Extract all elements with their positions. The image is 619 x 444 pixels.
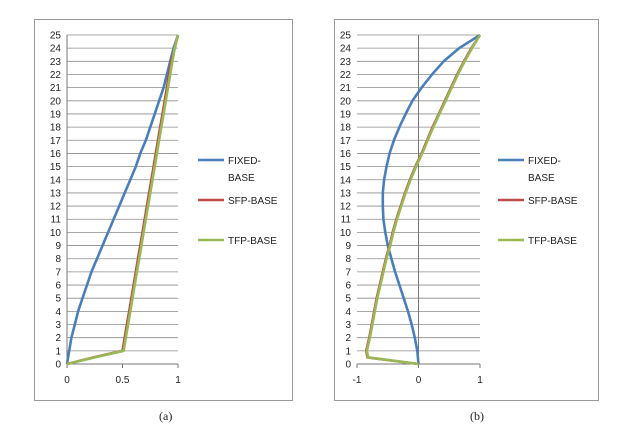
y-tick-label-b: 17 [340,136,352,147]
y-tick-label-b: 15 [340,162,352,173]
y-tick-label-a: 24 [50,44,62,55]
y-tick-label-b: 21 [340,83,352,94]
y-tick-label-b: 8 [345,254,351,265]
y-tick-label-b: 19 [340,109,352,120]
legend-label-sfp-base: SFP-BASE [228,196,278,207]
y-tick-label-b: 9 [345,241,351,252]
y-tick-label-a: 4 [55,307,61,318]
y-tick-label-b: 24 [340,44,352,55]
y-tick-label-a: 0 [55,360,61,371]
caption-b: (b) [470,409,484,423]
x-tick-label-b: 1 [477,375,483,386]
y-tick-label-b: 1 [345,346,351,357]
x-tick-label-b: -1 [353,375,362,386]
y-tick-label-b: 20 [340,96,352,107]
y-tick-label-a: 3 [55,320,61,331]
y-tick-label-b: 14 [340,175,352,186]
y-tick-label-b: 7 [345,267,351,278]
y-tick-label-b: 4 [345,307,351,318]
y-tick-label-b: 11 [341,215,352,226]
y-tick-label-b: 13 [340,188,352,199]
legend-label-sfp-base: SFP-BASE [528,196,578,207]
y-tick-label-a: 12 [50,202,62,213]
y-tick-label-a: 19 [50,109,62,120]
y-tick-label-a: 16 [50,149,62,160]
caption-a: (a) [159,409,173,423]
y-tick-label-a: 25 [50,31,62,42]
y-tick-label-a: 9 [55,241,61,252]
y-tick-label-a: 18 [50,123,62,134]
x-tick-label-a: 0 [64,375,70,386]
y-tick-label-a: 15 [50,162,62,173]
y-tick-label-b: 22 [340,70,352,81]
y-tick-label-b: 25 [340,31,352,42]
y-tick-label-b: 2 [345,333,351,344]
y-tick-label-a: 2 [55,333,61,344]
series-line-fixed-base [65,34,180,365]
y-tick-label-a: 23 [50,57,62,68]
series-line-tfp-base [66,34,180,366]
x-tick-label-b: 0 [416,375,422,386]
y-tick-label-b: 10 [340,228,352,239]
y-tick-label-a: 1 [55,346,61,357]
y-tick-label-a: 7 [55,267,61,278]
y-tick-label-a: 17 [50,136,62,147]
legend-label-fixed-base: FIXED- [528,156,561,167]
y-tick-label-a: 8 [55,254,61,265]
y-tick-label-b: 12 [340,202,352,213]
x-tick-label-a: 0.5 [116,375,130,386]
y-tick-label-b: 18 [340,123,352,134]
y-tick-label-b: 5 [345,294,351,305]
legend-label-tfp-base: TFP-BASE [228,236,277,247]
legend-label-fixed-base: BASE [528,173,555,184]
y-tick-label-b: 6 [345,281,351,292]
y-tick-label-b: 23 [340,57,352,68]
y-tick-label-a: 6 [55,281,61,292]
legend-label-fixed-base: BASE [228,173,255,184]
y-tick-label-a: 14 [50,175,62,186]
y-tick-label-a: 5 [55,294,61,305]
legend-label-tfp-base: TFP-BASE [528,236,577,247]
legend-label-fixed-base: FIXED- [228,156,261,167]
y-tick-label-a: 20 [50,96,62,107]
y-tick-label-b: 3 [345,320,351,331]
x-tick-label-a: 1 [175,375,181,386]
series-line-tfp-base [365,34,482,366]
y-tick-label-a: 13 [50,188,62,199]
y-tick-label-b: 0 [345,360,351,371]
y-tick-label-b: 16 [340,149,352,160]
y-tick-label-a: 22 [50,70,62,81]
y-tick-label-a: 11 [51,215,62,226]
y-tick-label-a: 21 [50,83,62,94]
y-tick-label-a: 10 [50,228,62,239]
series-line-fixed-base [381,33,481,365]
